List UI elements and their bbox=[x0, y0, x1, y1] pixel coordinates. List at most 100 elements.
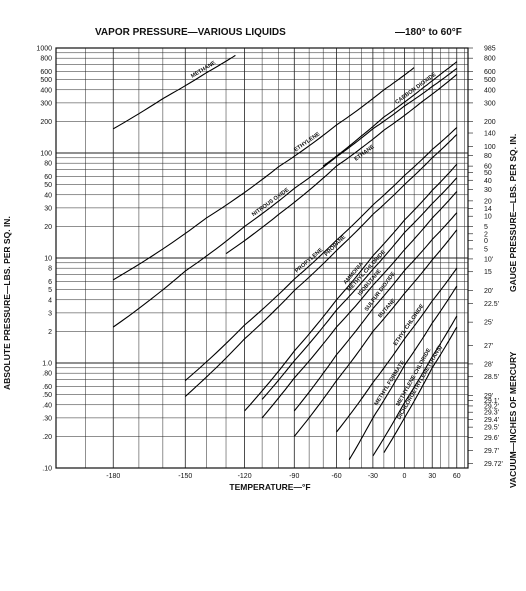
curve-ethane bbox=[225, 73, 458, 255]
x-axis-title: TEMPERATURE—°F bbox=[229, 482, 310, 492]
left-tick-label: 60 bbox=[44, 174, 52, 181]
left-tick-label: .10 bbox=[42, 466, 52, 473]
curve-carbon-dioxide bbox=[322, 61, 458, 167]
right-tick-label: 25' bbox=[484, 320, 493, 327]
right-tick-label: 140 bbox=[484, 131, 496, 138]
curve-label-butane: BUTANE bbox=[377, 298, 397, 320]
left-tick-label: 1000 bbox=[36, 46, 52, 53]
left-tick-label: 30 bbox=[44, 205, 52, 212]
right-tick-label: 10 bbox=[484, 214, 492, 221]
right-tick-label: 80 bbox=[484, 153, 492, 160]
curve-methane bbox=[113, 54, 236, 130]
left-tick-label: 10 bbox=[44, 256, 52, 263]
right-tick-label: 29' bbox=[484, 393, 493, 400]
left-tick-label: 1.0 bbox=[42, 361, 52, 368]
left-tick-label: 4 bbox=[48, 297, 52, 304]
curve-nitrous-oxide bbox=[112, 67, 458, 328]
curve-methyl-chloride bbox=[261, 177, 458, 400]
left-tick-label: .40 bbox=[42, 402, 52, 409]
curves bbox=[112, 54, 458, 460]
curve-label-ethylene: ETHYLENE bbox=[293, 131, 321, 153]
right-tick-label: 800 bbox=[484, 56, 496, 63]
curve-ammonia bbox=[244, 163, 458, 412]
curve-propane bbox=[184, 134, 458, 397]
curve-methyl-formate bbox=[348, 285, 458, 460]
right-tick-label: 50 bbox=[484, 170, 492, 177]
right-tick-label: 0 bbox=[484, 238, 488, 245]
left-tick-label: 100 bbox=[40, 151, 52, 158]
curve-ethylene bbox=[113, 67, 415, 281]
left-tick-label: 400 bbox=[40, 87, 52, 94]
left-tick-label: .80 bbox=[42, 371, 52, 378]
left-tick-label: 20 bbox=[44, 224, 52, 231]
left-axis-title: ABSOLUTE PRESSURE—LBS. PER SQ. IN. bbox=[2, 216, 12, 390]
x-tick-label: -150 bbox=[178, 473, 192, 480]
right-tick-label: 100 bbox=[484, 144, 496, 151]
left-tick-label: 40 bbox=[44, 192, 52, 199]
curve-label-methane: METHANE bbox=[190, 60, 217, 80]
right-tick-label: 10' bbox=[484, 256, 493, 263]
curve-dichloroethylene-trans bbox=[383, 326, 458, 453]
left-tick-label: 3 bbox=[48, 310, 52, 317]
left-tick-label: 2 bbox=[48, 329, 52, 336]
left-tick-label: .20 bbox=[42, 434, 52, 441]
left-tick-label: .30 bbox=[42, 415, 52, 422]
x-tick-label: 30 bbox=[428, 473, 436, 480]
curve-methylene-chloride bbox=[372, 315, 458, 457]
right-tick-label: 29.3' bbox=[484, 410, 499, 417]
right-tick-label: 22.5' bbox=[484, 301, 499, 308]
left-tick-label: 600 bbox=[40, 69, 52, 76]
right-tick-label: 29.5' bbox=[484, 425, 499, 432]
right-tick-label: 60 bbox=[484, 164, 492, 171]
right-tick-label: 200 bbox=[484, 119, 496, 126]
axes: -180 -150 -120 -90 -60 -30 0 30 6010008006005004… bbox=[36, 46, 502, 481]
right-tick-label: 29.6' bbox=[484, 435, 499, 442]
x-tick-label: -90 bbox=[289, 473, 299, 480]
left-tick-label: 200 bbox=[40, 119, 52, 126]
right-tick-label: 27' bbox=[484, 343, 493, 350]
curve-propylene bbox=[184, 127, 458, 382]
grid-lines bbox=[55, 47, 468, 469]
left-tick-label: 500 bbox=[40, 77, 52, 84]
x-tick-label: -30 bbox=[368, 473, 378, 480]
left-tick-label: 5 bbox=[48, 287, 52, 294]
x-tick-label: -120 bbox=[238, 473, 252, 480]
right-tick-label: 15 bbox=[484, 269, 492, 276]
x-tick-label: 60 bbox=[453, 473, 461, 480]
left-tick-label: 50 bbox=[44, 182, 52, 189]
x-tick-label: 0 bbox=[403, 473, 407, 480]
right-tick-label: 14 bbox=[484, 206, 492, 213]
plot-frame bbox=[55, 47, 469, 469]
right-tick-label: 985 bbox=[484, 46, 496, 53]
right-tick-label: 28' bbox=[484, 361, 493, 368]
right-tick-label: 20' bbox=[484, 288, 493, 295]
left-tick-label: 6 bbox=[48, 279, 52, 286]
right-tick-label: 30 bbox=[484, 187, 492, 194]
x-tick-label: -60 bbox=[331, 473, 341, 480]
right-tick-label: 600 bbox=[484, 69, 496, 76]
right-tick-label: 29.1' bbox=[484, 398, 499, 405]
x-tick-label: -180 bbox=[106, 473, 120, 480]
curve-butane bbox=[293, 229, 458, 437]
left-tick-label: .50 bbox=[42, 392, 52, 399]
right-tick-label: 5 bbox=[484, 246, 488, 253]
chart-title: VAPOR PRESSURE—VARIOUS LIQUIDS bbox=[95, 27, 286, 38]
right-tick-label: 29.4' bbox=[484, 417, 499, 424]
left-tick-label: 800 bbox=[40, 56, 52, 63]
curve-sulfur-dioxide bbox=[293, 212, 458, 412]
curve-label-dichloroethylene-trans: DICHLOROETHYLENE (TRANS) bbox=[396, 345, 443, 421]
curve-ethyl-chloride bbox=[336, 267, 458, 433]
right-tick-label: 2 bbox=[484, 231, 488, 238]
left-tick-label: 8 bbox=[48, 266, 52, 273]
chart-subtitle: —180° to 60°F bbox=[395, 27, 462, 38]
right-axis-title-gauge: GAUGE PRESSURE—LBS. PER SQ. IN. bbox=[508, 134, 518, 292]
right-tick-label: 300 bbox=[484, 100, 496, 107]
right-tick-label: 40 bbox=[484, 178, 492, 185]
curve-label-carbon-dioxide: CARBON DIOXIDE bbox=[394, 72, 437, 106]
left-tick-label: 80 bbox=[44, 161, 52, 168]
right-tick-label: 29.72' bbox=[484, 461, 503, 468]
right-axis-title-vacuum: VACUUM—INCHES OF MERCURY bbox=[508, 351, 518, 488]
curve-label-propane: PROPANE bbox=[324, 234, 348, 258]
right-tick-label: 28.5' bbox=[484, 374, 499, 381]
